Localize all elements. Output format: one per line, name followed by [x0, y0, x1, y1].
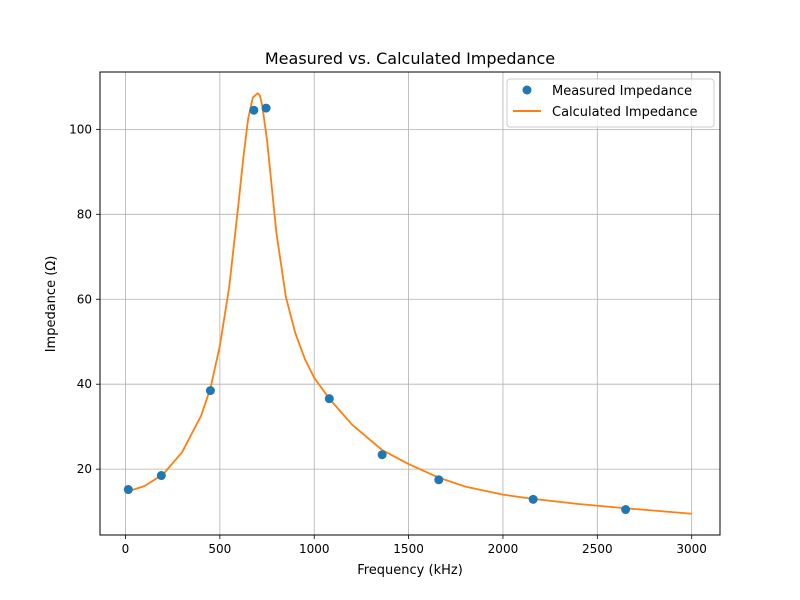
legend-marker-measured [522, 85, 532, 95]
measured-point [324, 394, 334, 404]
calculated-impedance-line [125, 92, 692, 515]
x-tick-label: 1000 [299, 542, 330, 556]
y-tick-label: 80 [77, 207, 92, 221]
y-axis-ticks: 20 40 60 80 100 [69, 122, 100, 476]
y-tick-label: 100 [69, 122, 92, 136]
legend-box [506, 78, 715, 128]
measured-point [434, 475, 444, 485]
grid-lines [100, 72, 720, 535]
x-axis-ticks: 0 500 1000 1500 2000 2500 3000 [122, 535, 707, 556]
legend-label-measured: Measured Impedance [552, 84, 692, 99]
measured-point [156, 471, 166, 481]
measured-point [621, 505, 631, 515]
measured-point [205, 386, 215, 396]
calculated-impedance-curve [125, 92, 692, 515]
chart-title: Measured vs. Calculated Impedance [265, 49, 555, 68]
y-tick-label: 60 [77, 292, 92, 306]
y-tick-label: 20 [77, 462, 92, 476]
x-tick-label: 3000 [676, 542, 707, 556]
y-tick-label: 40 [77, 377, 92, 391]
x-tick-label: 1500 [393, 542, 424, 556]
measured-point [528, 494, 538, 504]
legend: Measured Impedance Calculated Impedance [506, 78, 715, 128]
measured-point [249, 105, 259, 115]
y-axis-label: Impedance (Ω) [44, 256, 59, 353]
legend-label-calculated: Calculated Impedance [552, 105, 697, 120]
x-tick-label: 2500 [582, 542, 613, 556]
x-axis-label: Frequency (kHz) [357, 563, 463, 578]
x-tick-label: 0 [122, 542, 130, 556]
x-tick-label: 500 [208, 542, 231, 556]
plot-area-frame [99, 71, 721, 536]
measured-point [123, 485, 133, 495]
measured-impedance-points [123, 103, 631, 515]
x-tick-label: 2000 [488, 542, 519, 556]
measured-point [261, 103, 271, 113]
measured-point [377, 450, 387, 460]
